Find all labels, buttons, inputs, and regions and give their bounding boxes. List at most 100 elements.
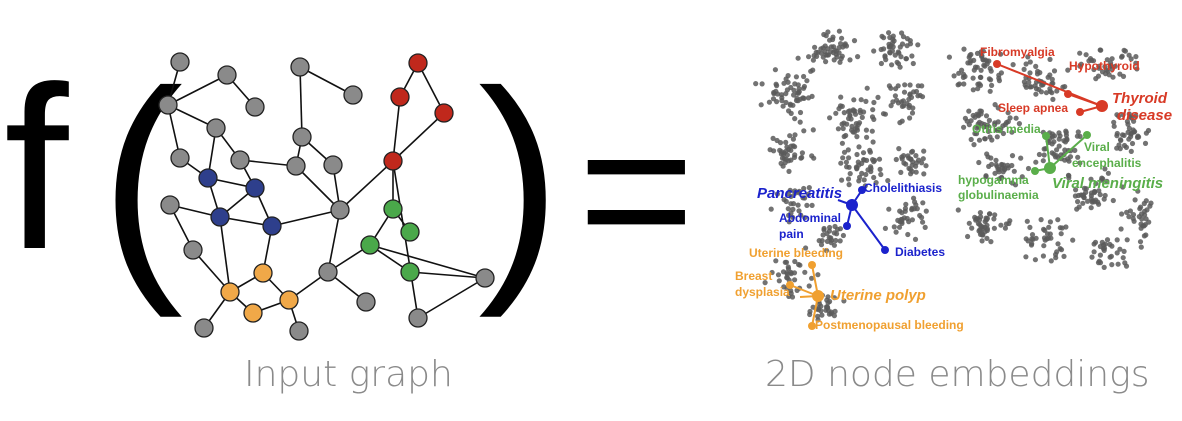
embedding-point [992, 102, 998, 108]
function-symbol: f [4, 39, 69, 298]
embedding-point [1111, 119, 1117, 125]
embedding-connector [851, 204, 886, 251]
embedding-point [902, 82, 908, 88]
embedding-point [995, 105, 1001, 111]
embedding-point [974, 64, 980, 70]
embedding-point [825, 29, 831, 35]
label-postmenopausal-bleeding: Postmenopausal bleeding [815, 318, 964, 332]
embedding-point [913, 153, 919, 159]
embedding-highlight-point [846, 199, 858, 211]
embedding-point [1121, 248, 1127, 254]
embedding-point [972, 214, 978, 220]
embedding-point [859, 170, 865, 176]
embedding-point [892, 93, 899, 99]
embedding-point [823, 59, 829, 65]
graph-node [330, 200, 350, 220]
embedding-point [1033, 63, 1039, 69]
embedding-point [1009, 153, 1016, 159]
graph-edges [167, 61, 486, 332]
embedding-point [825, 294, 831, 300]
embedding-point [839, 103, 845, 109]
embedding-point [1132, 197, 1138, 203]
embedding-point [812, 44, 818, 50]
embedding-point [846, 164, 852, 170]
embedding-point [870, 139, 876, 145]
graph-node [343, 85, 363, 105]
embedding-point [968, 136, 974, 143]
embedding-point [976, 137, 983, 143]
embedding-point [1145, 127, 1152, 134]
embedding-point [783, 156, 789, 162]
graph-edge [271, 209, 341, 227]
embedding-point [985, 128, 992, 134]
embedding-point [824, 52, 830, 58]
embedding-point [800, 195, 806, 201]
graph-edge [339, 160, 394, 211]
embedding-point [1135, 133, 1141, 139]
embedding-point [1038, 217, 1044, 223]
embedding-point [1120, 112, 1126, 118]
graph-node [286, 156, 306, 176]
embedding-point [893, 156, 899, 163]
embedding-point [870, 107, 876, 113]
embedding-point [1093, 181, 1099, 187]
embedding-point [819, 312, 825, 318]
embedding-point [1033, 235, 1039, 241]
embedding-point [834, 231, 840, 237]
label-viral-meningitis: Viral meningitis [1052, 175, 1163, 192]
embedding-point [1041, 243, 1047, 249]
embedding-point [899, 154, 905, 160]
embedding-point [870, 157, 876, 163]
graph-node [408, 308, 428, 328]
embedding-point [898, 99, 905, 105]
embedding-point [873, 180, 879, 186]
embedding-point [770, 135, 776, 141]
embedding-point [792, 258, 798, 265]
embedding-point [804, 78, 810, 84]
embedding-point [796, 188, 802, 194]
embedding-point [1024, 218, 1030, 224]
embedding-point [1051, 68, 1058, 74]
embedding-point [793, 74, 800, 80]
embedding-highlight-point [1064, 90, 1072, 98]
embedding-point [1100, 176, 1106, 182]
graph-node [475, 268, 495, 288]
embedding-point [906, 219, 912, 225]
embedding-point [1117, 146, 1123, 152]
embedding-point [1105, 170, 1111, 176]
embedding-point [913, 169, 919, 175]
label-cholelithiasis: Cholelithiasis [864, 181, 942, 195]
embedding-point [1142, 140, 1149, 146]
embedding-point [1081, 185, 1088, 191]
embedding-point [864, 157, 870, 163]
embedding-point [1106, 72, 1112, 78]
embedding-point [1040, 158, 1046, 164]
embedding-point [1077, 160, 1083, 166]
embedding-point [759, 81, 765, 87]
embedding-point [1096, 258, 1102, 264]
embedding-point [1137, 206, 1143, 212]
embedding-point [907, 38, 913, 44]
embedding-point [1125, 121, 1131, 127]
embedding-point [806, 185, 812, 191]
embedding-point [841, 110, 847, 116]
embedding-point [1130, 212, 1137, 218]
embedding-point [836, 28, 843, 34]
embedding-point [843, 159, 850, 165]
embedding-point [851, 38, 858, 44]
embedding-point [1021, 66, 1027, 72]
embedding-point [859, 114, 865, 120]
embedding-point [792, 277, 798, 283]
embedding-point [1058, 231, 1064, 237]
embedding-point [875, 94, 881, 100]
label-uterine-bleeding: Uterine bleeding [749, 246, 843, 260]
embedding-point [980, 57, 986, 63]
embedding-point [774, 137, 780, 144]
embedding-point [799, 154, 805, 161]
embedding-point [1109, 262, 1115, 268]
embedding-point [811, 155, 817, 161]
embedding-point [865, 167, 871, 173]
embedding-point [915, 42, 921, 48]
embedding-point [869, 128, 875, 134]
